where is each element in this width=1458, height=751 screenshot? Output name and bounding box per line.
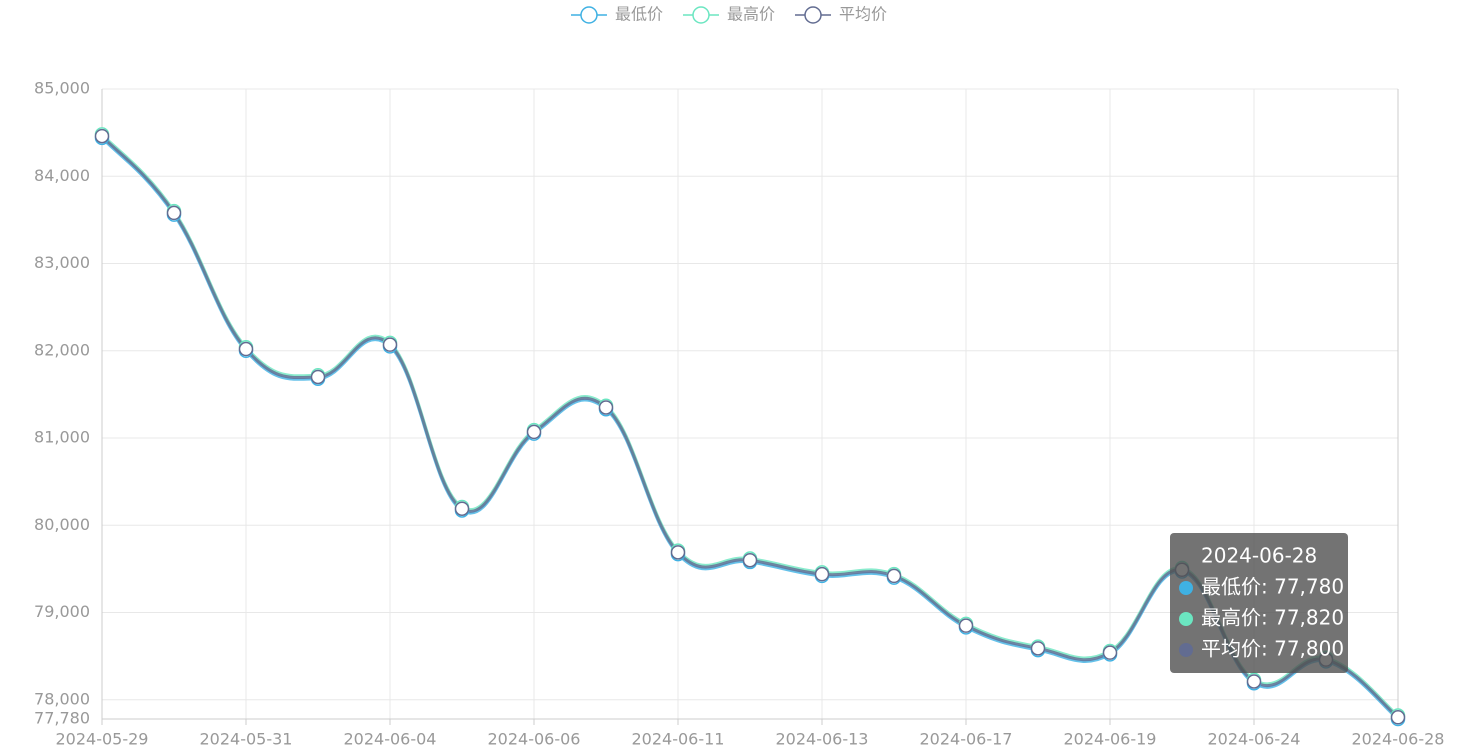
tooltip-dot: [1179, 643, 1193, 657]
point: [1102, 645, 1118, 660]
tooltip-item: 平均价: 77,800: [1201, 637, 1344, 661]
point: [382, 337, 398, 352]
point: [526, 424, 542, 440]
y-tick-label: 77,780: [34, 709, 90, 728]
point: [310, 369, 326, 385]
point: [238, 341, 254, 357]
point: [94, 128, 110, 144]
x-tick-label: 2024-06-04: [344, 730, 437, 749]
y-tick-label: 79,000: [34, 602, 90, 621]
point: [1390, 710, 1406, 725]
x-tick-label: 2024-06-28: [1352, 730, 1445, 749]
y-tick-label: 80,000: [34, 515, 90, 534]
y-tick-label: 78,000: [34, 689, 90, 708]
legend-icon: [580, 6, 598, 24]
tooltip-item: 最高价: 77,820: [1201, 606, 1344, 630]
y-tick-label: 83,000: [34, 253, 90, 272]
tooltip-box: [1170, 533, 1348, 673]
x-tick-label: 2024-06-11: [632, 730, 725, 749]
legend: 最低价 最高价 平均价: [570, 5, 887, 24]
point: [670, 545, 686, 560]
point: [958, 618, 974, 633]
legend-label: 最高价: [727, 5, 775, 24]
tooltip-item: 最低价: 77,780: [1201, 575, 1344, 599]
point: [814, 566, 830, 582]
point: [742, 552, 758, 568]
y-tick-label: 81,000: [34, 428, 90, 447]
x-tick-label: 2024-06-13: [776, 730, 869, 749]
x-tick-label: 2024-05-29: [56, 730, 149, 749]
point: [166, 205, 182, 221]
y-tick-label: 85,000: [34, 79, 90, 98]
point: [1030, 641, 1046, 656]
tooltip-title: 2024-06-28: [1201, 544, 1317, 568]
legend-label: 最低价: [615, 5, 663, 24]
legend-label: 平均价: [839, 5, 887, 24]
x-tick-label: 2024-06-17: [920, 730, 1013, 749]
legend-icon: [804, 6, 822, 24]
point: [598, 400, 614, 415]
tooltip: 2024-06-28 最低价: 77,780 最高价: 77,820 平均价: 77,…: [1170, 533, 1348, 673]
tooltip-dot: [1179, 612, 1193, 626]
point: [886, 568, 902, 584]
legend-icon: [692, 6, 710, 24]
tooltip-dot: [1179, 581, 1193, 595]
point: [1246, 674, 1262, 689]
x-tick-label: 2024-06-06: [488, 730, 581, 749]
x-tick-label: 2024-06-24: [1208, 730, 1301, 749]
x-tick-label: 2024-06-19: [1064, 730, 1157, 749]
x-tick-label: 2024-05-31: [200, 730, 293, 749]
y-tick-label: 82,000: [34, 340, 90, 359]
y-tick-label: 84,000: [34, 166, 90, 185]
point: [454, 501, 470, 516]
